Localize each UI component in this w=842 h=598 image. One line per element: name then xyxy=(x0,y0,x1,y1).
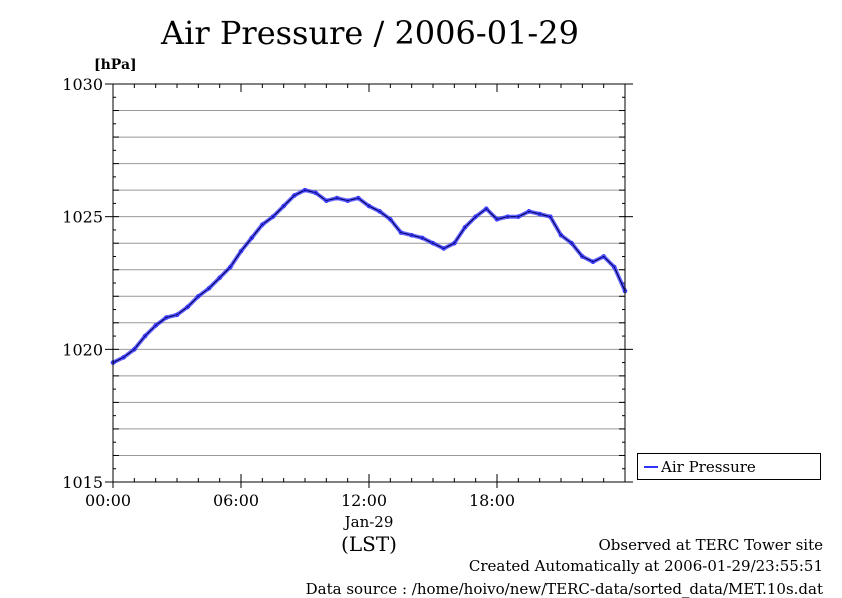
data-point xyxy=(260,222,265,227)
y-tick-label: 1020 xyxy=(62,340,103,359)
data-point xyxy=(153,323,158,328)
data-point xyxy=(580,254,585,259)
data-point xyxy=(142,333,148,339)
data-point xyxy=(249,235,254,241)
data-point xyxy=(430,240,436,246)
data-point xyxy=(462,224,468,230)
legend-label-air-pressure: Air Pressure xyxy=(661,458,756,476)
data-point xyxy=(388,217,393,222)
data-point xyxy=(505,214,510,219)
data-point xyxy=(164,315,169,320)
data-point xyxy=(356,195,361,201)
data-point xyxy=(484,206,489,212)
legend: Air Pressure xyxy=(637,453,821,480)
footer-observed-site: Observed at TERC Tower site xyxy=(598,536,823,554)
data-point xyxy=(334,195,340,201)
data-point xyxy=(313,190,318,196)
data-point xyxy=(292,193,297,198)
y-tick-label: 1015 xyxy=(62,473,103,492)
data-point xyxy=(228,264,233,270)
y-tick-label: 1025 xyxy=(62,208,103,227)
data-point xyxy=(302,187,308,193)
data-point xyxy=(441,246,446,251)
data-point xyxy=(569,240,574,246)
plot-frame xyxy=(112,83,626,483)
data-point xyxy=(548,214,553,219)
data-point xyxy=(121,354,126,360)
x-tick-label: 00:00 xyxy=(85,491,131,510)
data-point xyxy=(217,275,222,280)
x-tick-label: 12:00 xyxy=(341,491,387,510)
data-point xyxy=(537,211,542,217)
data-point xyxy=(516,214,521,219)
x-tick-label: 18:00 xyxy=(469,491,515,510)
footer-created-timestamp: Created Automatically at 2006-01-29/23:5… xyxy=(468,557,823,575)
data-point xyxy=(473,214,478,219)
data-point xyxy=(612,264,617,270)
series-line-core xyxy=(112,189,626,364)
y-tick-label: 1030 xyxy=(62,75,103,94)
x-axis-date-label: Jan-29 xyxy=(343,513,394,531)
y-axis-unit-label: [hPa] xyxy=(94,57,137,73)
data-point xyxy=(526,209,532,214)
x-tick-label: 06:00 xyxy=(213,491,259,510)
data-point xyxy=(196,293,201,299)
data-point xyxy=(558,232,564,238)
data-point xyxy=(366,203,372,209)
data-point xyxy=(324,198,329,204)
chart-title: Air Pressure / 2006-01-29 xyxy=(161,14,579,52)
legend-swatch-air-pressure xyxy=(644,466,658,468)
data-point xyxy=(270,214,276,219)
data-point xyxy=(590,259,596,265)
data-point xyxy=(206,286,212,291)
data-point xyxy=(420,235,425,241)
data-point xyxy=(174,312,180,318)
data-point xyxy=(345,198,350,204)
data-point xyxy=(494,217,500,222)
data-point xyxy=(377,209,382,214)
data-point xyxy=(452,240,457,246)
data-point xyxy=(238,248,244,254)
x-axis-label: (LST) xyxy=(341,532,397,556)
data-point xyxy=(398,230,404,235)
data-point xyxy=(601,254,606,259)
data-point xyxy=(409,232,414,238)
footer-data-source: Data source : /home/hoivo/new/TERC-data/… xyxy=(305,580,823,598)
data-point xyxy=(185,304,190,310)
data-point xyxy=(281,203,286,209)
data-point xyxy=(132,347,137,352)
